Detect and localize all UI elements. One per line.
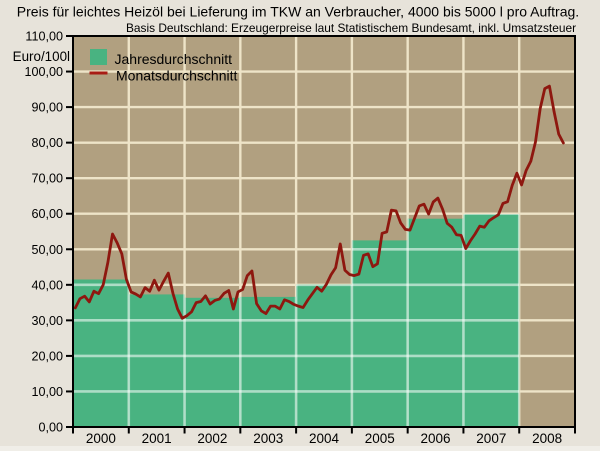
svg-text:70,00: 70,00 — [31, 172, 63, 186]
svg-text:2008: 2008 — [532, 431, 562, 446]
svg-text:2005: 2005 — [365, 431, 395, 446]
svg-text:110,00: 110,00 — [25, 30, 63, 44]
svg-text:2001: 2001 — [142, 431, 172, 446]
svg-text:2002: 2002 — [197, 431, 227, 446]
svg-text:30,00: 30,00 — [31, 314, 63, 328]
svg-text:Euro/100l: Euro/100l — [13, 49, 70, 64]
svg-text:2006: 2006 — [421, 431, 451, 446]
svg-text:40,00: 40,00 — [31, 278, 63, 292]
svg-text:Basis Deutschland: Erzeugerpre: Basis Deutschland: Erzeugerpreise laut S… — [126, 21, 576, 35]
svg-text:Preis für leichtes Heizöl bei: Preis für leichtes Heizöl bei Lieferung … — [17, 4, 579, 20]
svg-text:100,00: 100,00 — [24, 65, 63, 79]
svg-text:2003: 2003 — [253, 431, 283, 446]
svg-text:90,00: 90,00 — [31, 101, 63, 115]
svg-text:50,00: 50,00 — [31, 243, 63, 257]
svg-text:60,00: 60,00 — [31, 207, 63, 221]
svg-text:Monatsdurchschnitt: Monatsdurchschnitt — [116, 68, 238, 84]
svg-text:2000: 2000 — [86, 431, 116, 446]
svg-text:Jahresdurchschnitt: Jahresdurchschnitt — [115, 51, 233, 67]
svg-text:2004: 2004 — [309, 431, 340, 446]
svg-text:2007: 2007 — [476, 431, 506, 446]
svg-text:20,00: 20,00 — [31, 349, 63, 363]
svg-text:10,00: 10,00 — [31, 385, 63, 399]
svg-text:0,00: 0,00 — [38, 421, 63, 435]
svg-text:80,00: 80,00 — [31, 136, 63, 150]
